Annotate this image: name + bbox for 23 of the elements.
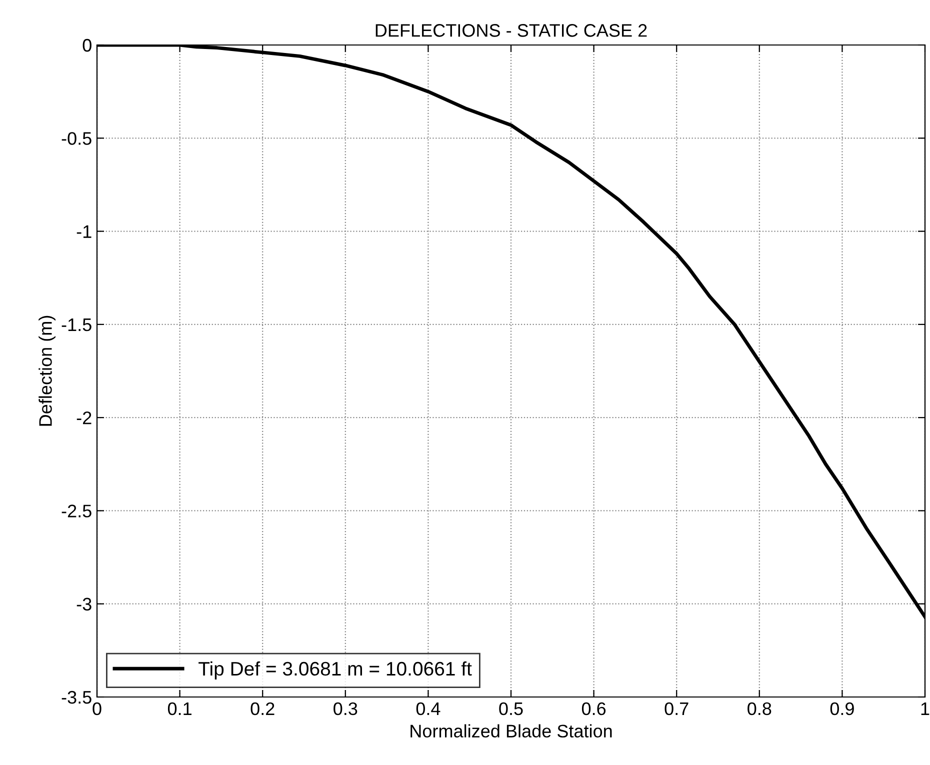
x-tick-label: 0.5	[499, 702, 523, 716]
y-tick-label: -3.5	[62, 690, 92, 704]
x-tick-label: 0.4	[416, 702, 440, 716]
y-tick-label: -0.5	[62, 132, 92, 145]
x-tick-label: 1	[921, 702, 930, 715]
x-tick-label: 0.2	[250, 702, 274, 716]
y-tick-label: 0	[82, 38, 92, 52]
x-tick-label: 0	[92, 702, 102, 716]
x-tick-label: 0.6	[582, 702, 606, 716]
y-tick-label: -2	[76, 412, 92, 424]
y-tick-label: -2.5	[62, 504, 92, 518]
y-tick-label: -3	[76, 598, 92, 611]
x-tick-label: 0.9	[830, 702, 854, 716]
x-tick-label: 0.3	[334, 702, 358, 716]
y-tick-label: -1	[76, 225, 92, 238]
x-tick-label: 0.8	[748, 702, 772, 716]
x-tick-label: 0.7	[664, 702, 688, 716]
y-axis-title: Deflection (m)	[38, 316, 56, 426]
chart-title: DEFLECTIONS - STATIC CASE 2	[376, 24, 647, 37]
legend-label: Tip Def = 3.0681 m = 10.0661 ft	[198, 661, 472, 680]
y-tick-label: -1.5	[62, 318, 92, 332]
x-axis-title: Normalized Blade Station	[410, 724, 612, 738]
x-tick-label: 0.1	[168, 702, 192, 716]
